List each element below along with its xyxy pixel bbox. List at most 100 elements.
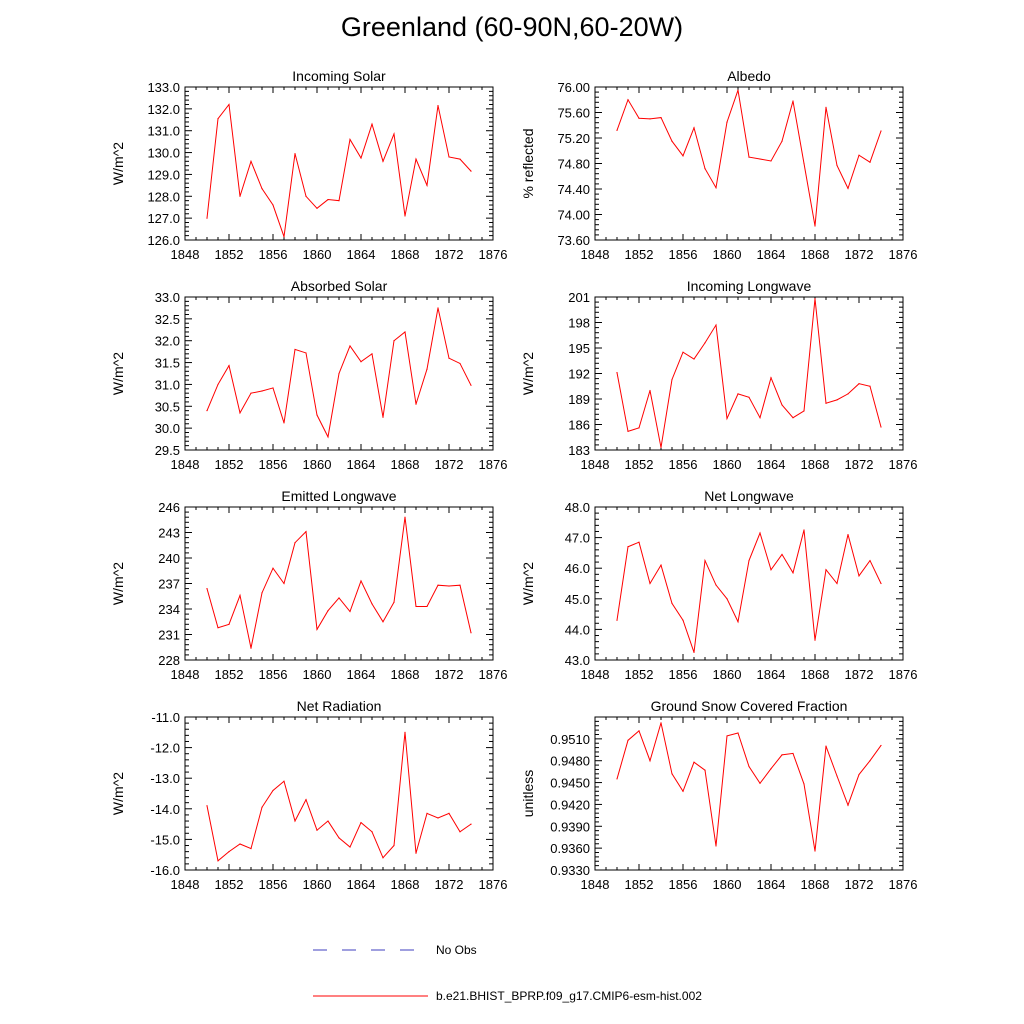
x-tick-label: 1852 (215, 667, 244, 682)
data-point (814, 850, 816, 852)
data-point (792, 100, 794, 102)
data-point (704, 168, 706, 170)
data-point (228, 851, 230, 853)
data-point (239, 594, 241, 597)
data-point (415, 403, 417, 405)
chart-title: Incoming Longwave (687, 278, 812, 294)
y-tick-label: 198 (568, 316, 590, 331)
data-point (627, 739, 629, 741)
data-point (338, 597, 340, 599)
data-point (415, 605, 417, 608)
data-point (404, 516, 406, 518)
data-point (649, 582, 651, 585)
plot-frame (594, 86, 904, 241)
data-point (704, 342, 706, 344)
data-point (792, 417, 794, 419)
page-title: Greenland (60-90N,60-20W) (340, 12, 684, 42)
x-tick-label: 1852 (625, 457, 654, 472)
series-line-0 (206, 732, 472, 862)
x-tick-label: 1848 (171, 667, 200, 682)
chart-panel-1: Albedo % reflected 1848 1852 1856 1860 1864 186… (520, 68, 917, 262)
y-tick-label: 32.0 (155, 334, 180, 349)
y-tick-label: 128.0 (147, 189, 180, 204)
y-axis-label: W/m^2 (110, 562, 126, 605)
x-tick-label: 1876 (889, 667, 918, 682)
x-tick-label: 1860 (303, 667, 332, 682)
data-point (470, 823, 472, 825)
y-axis-label: % reflected (520, 128, 536, 198)
y-tick-label: 0.9420 (550, 797, 590, 812)
chart-title: Absorbed Solar (291, 278, 388, 294)
data-point (715, 324, 717, 326)
data-point (327, 436, 329, 438)
y-tick-label: -14.0 (150, 802, 180, 817)
x-tick-label: 1876 (889, 457, 918, 472)
data-point (426, 812, 428, 814)
y-tick-label: 129.0 (147, 167, 180, 182)
x-tick-label: 1856 (259, 457, 288, 472)
data-point (426, 605, 428, 608)
data-point (880, 744, 882, 747)
data-point (459, 362, 461, 365)
y-tick-label: 43.0 (565, 653, 590, 668)
data-point (814, 225, 816, 227)
data-point (616, 778, 618, 780)
x-tick-label: 1876 (479, 247, 508, 262)
y-tick-label: 201 (568, 290, 590, 305)
x-tick-label: 1864 (347, 667, 376, 682)
y-tick-label: 45.0 (565, 592, 590, 607)
data-point (228, 623, 230, 625)
chart-panel-5: Net Longwave W/m^2 1848 1852 1856 1860 1864 186… (520, 488, 917, 682)
x-tick-label: 1860 (713, 457, 742, 472)
y-tick-label: -16.0 (150, 863, 180, 878)
data-point (781, 754, 783, 756)
data-point (726, 417, 728, 420)
data-point (382, 621, 384, 623)
data-point (748, 156, 750, 158)
data-point (393, 133, 395, 135)
data-point (360, 580, 362, 582)
data-point (437, 307, 439, 309)
x-tick-label: 1864 (347, 877, 376, 892)
x-tick-label: 1872 (435, 667, 464, 682)
data-point (649, 389, 651, 392)
data-point (814, 298, 816, 300)
x-tick-label: 1868 (391, 877, 420, 892)
data-point (638, 541, 640, 543)
y-tick-label: 32.5 (155, 312, 180, 327)
data-point (393, 844, 395, 847)
x-tick-label: 1848 (171, 457, 200, 472)
data-point (781, 553, 783, 556)
y-tick-label: 48.0 (565, 500, 590, 515)
data-point (682, 790, 684, 792)
chart-title: Albedo (727, 68, 771, 84)
data-point (803, 162, 805, 165)
x-tick-label: 1876 (889, 877, 918, 892)
x-tick-label: 1852 (625, 667, 654, 682)
y-tick-label: 0.9330 (550, 863, 590, 878)
data-point (825, 402, 827, 404)
y-tick-label: 132.0 (147, 102, 180, 117)
chart-panel-6: Net Radiation W/m^2 1848 1852 1856 1860 1864 18… (110, 698, 507, 892)
y-tick-label: 31.0 (155, 377, 180, 392)
x-tick-label: 1864 (757, 667, 786, 682)
data-point (616, 372, 618, 374)
data-point (770, 160, 772, 162)
data-point (217, 118, 219, 120)
data-point (660, 564, 662, 566)
data-point (836, 775, 838, 777)
data-point (272, 789, 274, 792)
y-tick-label: 30.0 (155, 421, 180, 436)
y-axis-label: W/m^2 (520, 352, 536, 395)
x-tick-label: 1852 (625, 247, 654, 262)
data-point (858, 575, 860, 577)
chart-panel-7: Ground Snow Covered Fraction unitless 1848… (520, 698, 917, 892)
y-tick-label: 243 (158, 526, 180, 541)
x-tick-label: 1872 (845, 457, 874, 472)
data-point (283, 236, 285, 238)
data-point (715, 845, 717, 847)
x-tick-label: 1868 (391, 667, 420, 682)
data-point (693, 651, 695, 653)
data-point (869, 161, 871, 163)
